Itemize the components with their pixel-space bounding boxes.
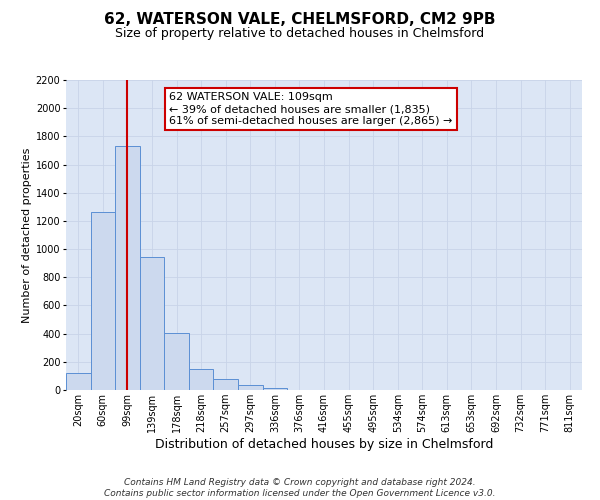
Bar [263, 388, 287, 390]
Bar [115, 146, 140, 390]
Bar [164, 333, 189, 390]
Text: 62, WATERSON VALE, CHELMSFORD, CM2 9PB: 62, WATERSON VALE, CHELMSFORD, CM2 9PB [104, 12, 496, 28]
Bar [140, 257, 164, 390]
Bar [66, 373, 91, 390]
Bar [189, 369, 214, 390]
Text: Contains HM Land Registry data © Crown copyright and database right 2024.
Contai: Contains HM Land Registry data © Crown c… [104, 478, 496, 498]
Bar [214, 380, 238, 390]
Bar [91, 212, 115, 390]
Y-axis label: Number of detached properties: Number of detached properties [22, 148, 32, 322]
X-axis label: Distribution of detached houses by size in Chelmsford: Distribution of detached houses by size … [155, 438, 493, 451]
Bar [238, 385, 263, 390]
Text: 62 WATERSON VALE: 109sqm
← 39% of detached houses are smaller (1,835)
61% of sem: 62 WATERSON VALE: 109sqm ← 39% of detach… [169, 92, 452, 126]
Text: Size of property relative to detached houses in Chelmsford: Size of property relative to detached ho… [115, 28, 485, 40]
